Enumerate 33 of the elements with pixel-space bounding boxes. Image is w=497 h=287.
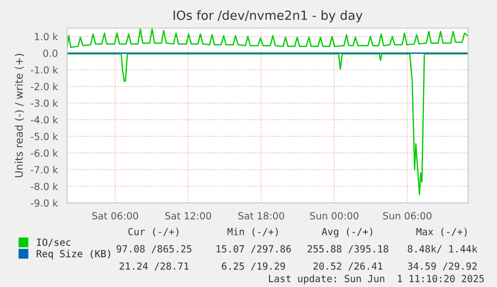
y-tick-label: -5.0 k [30,132,58,140]
y-tick-label: -8.0 k [30,182,58,190]
x-tick-label: Sat 12:00 [165,212,212,220]
text: Min (-/+) [228,228,278,236]
text: Cur (-/+) [128,228,178,236]
text: Last update: Sun Jun 1 11:10:20 2025 [269,274,484,284]
text: 34.59 /29.92 [408,262,477,271]
legend-label: IO/sec [37,238,70,247]
y-tick-label: 0.0 [43,50,58,57]
y-tick-label: -1.0 k [30,66,58,74]
y-axis-title: Units read (-) / write (+) [14,54,24,178]
y-tick-label: 1.0 k [34,32,58,40]
text: Max (-/+) [416,228,467,236]
y-tick-label: -2.0 k [30,82,58,90]
x-tick-label: Sun 00:00 [310,212,358,220]
y-tick-label: -4.0 k [30,116,58,124]
x-tick-label: Sun 06:00 [383,212,432,220]
y-tick-label: -7.0 k [30,166,58,174]
legend-label: Req Size (KB) [36,250,110,260]
text: 15.07 /297.86 [216,245,291,254]
text: 97.08 /865.25 [116,245,192,254]
chart-title: IOs for /dev/nvme2n1 - by day [174,10,362,22]
text: 21.24 /28.71 [120,262,189,271]
text: 6.25 /19.29 [222,262,286,271]
text: 20.52 /26.41 [314,262,382,271]
y-tick-label: -3.0 k [30,99,58,107]
text: 255.88 /395.18 [308,245,388,254]
x-tick-label: Sat 06:00 [92,212,138,220]
text: Avg (-/+) [322,228,372,238]
x-tick-label: Sat 18:00 [238,212,284,220]
y-tick-label: -6.0 k [30,149,58,157]
y-tick-label: -9.0 k [30,199,58,207]
text: 8.48k/ 1.44k [408,245,478,254]
